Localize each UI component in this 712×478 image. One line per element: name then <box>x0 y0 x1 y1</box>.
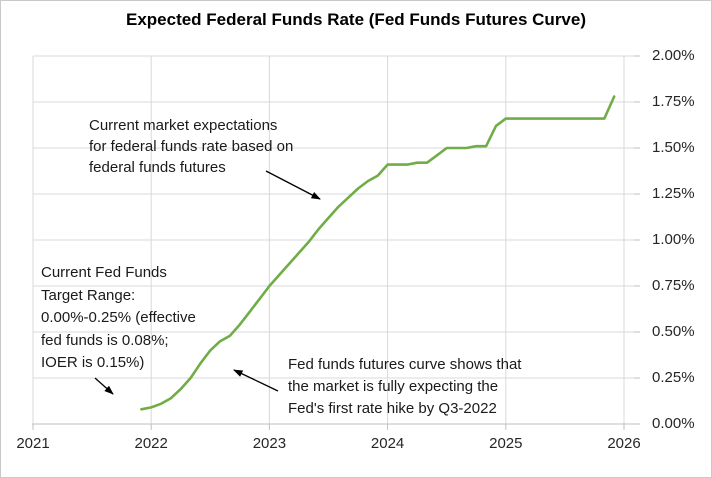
y-tick-label: 2.00% <box>652 47 695 64</box>
first-hike-arrow <box>233 369 279 392</box>
annotation-market-expectations: Current market expectations for federal … <box>89 115 293 178</box>
annotation-line: Fed funds futures curve shows that <box>288 356 522 373</box>
y-tick-label: 0.75% <box>652 277 695 294</box>
y-tick-label: 0.50% <box>652 323 695 340</box>
axes-and-ticks <box>32 55 640 430</box>
annotation-target-range: Current Fed Funds Target Range: 0.00%-0.… <box>41 262 196 375</box>
y-tick-label: 1.25% <box>652 185 695 202</box>
y-tick-label: 1.00% <box>652 231 695 248</box>
x-tick-label: 2024 <box>370 435 405 452</box>
x-tick-label: 2025 <box>489 435 523 452</box>
annotation-line: Fed's first rate hike by Q3-2022 <box>288 400 497 417</box>
target-range-arrow <box>94 377 114 395</box>
y-tick-label: 0.25% <box>652 369 695 386</box>
market-expectations-arrow <box>265 170 321 200</box>
x-tick-label: 2023 <box>252 435 287 452</box>
annotation-line: fed funds is 0.08%; <box>41 331 169 349</box>
y-tick-label: 0.00% <box>652 415 695 432</box>
x-tick-label: 2021 <box>16 435 50 452</box>
annotation-line: the market is fully expecting the <box>288 378 499 395</box>
annotation-arrows <box>94 170 321 395</box>
annotation-line: Target Range: <box>41 286 136 304</box>
y-tick-label: 1.50% <box>652 139 695 156</box>
x-tick-label: 2022 <box>134 435 168 452</box>
chart-title: Expected Federal Funds Rate (Fed Funds F… <box>125 10 587 29</box>
annotation-first-hike: Fed funds futures curve shows that the m… <box>288 354 521 420</box>
y-tick-label: 1.75% <box>652 93 695 110</box>
annotation-line: for federal funds rate based on <box>89 138 294 155</box>
annotation-line: 0.00%-0.25% (effective <box>41 309 196 326</box>
annotation-line: Current Fed Funds <box>41 264 167 281</box>
annotation-line: IOER is 0.15%) <box>41 354 145 371</box>
x-tick-label: 2026 <box>607 435 641 452</box>
fed-funds-curve <box>140 95 616 411</box>
annotation-line: federal funds futures <box>89 159 226 176</box>
annotation-line: Current market expectations <box>89 117 278 134</box>
